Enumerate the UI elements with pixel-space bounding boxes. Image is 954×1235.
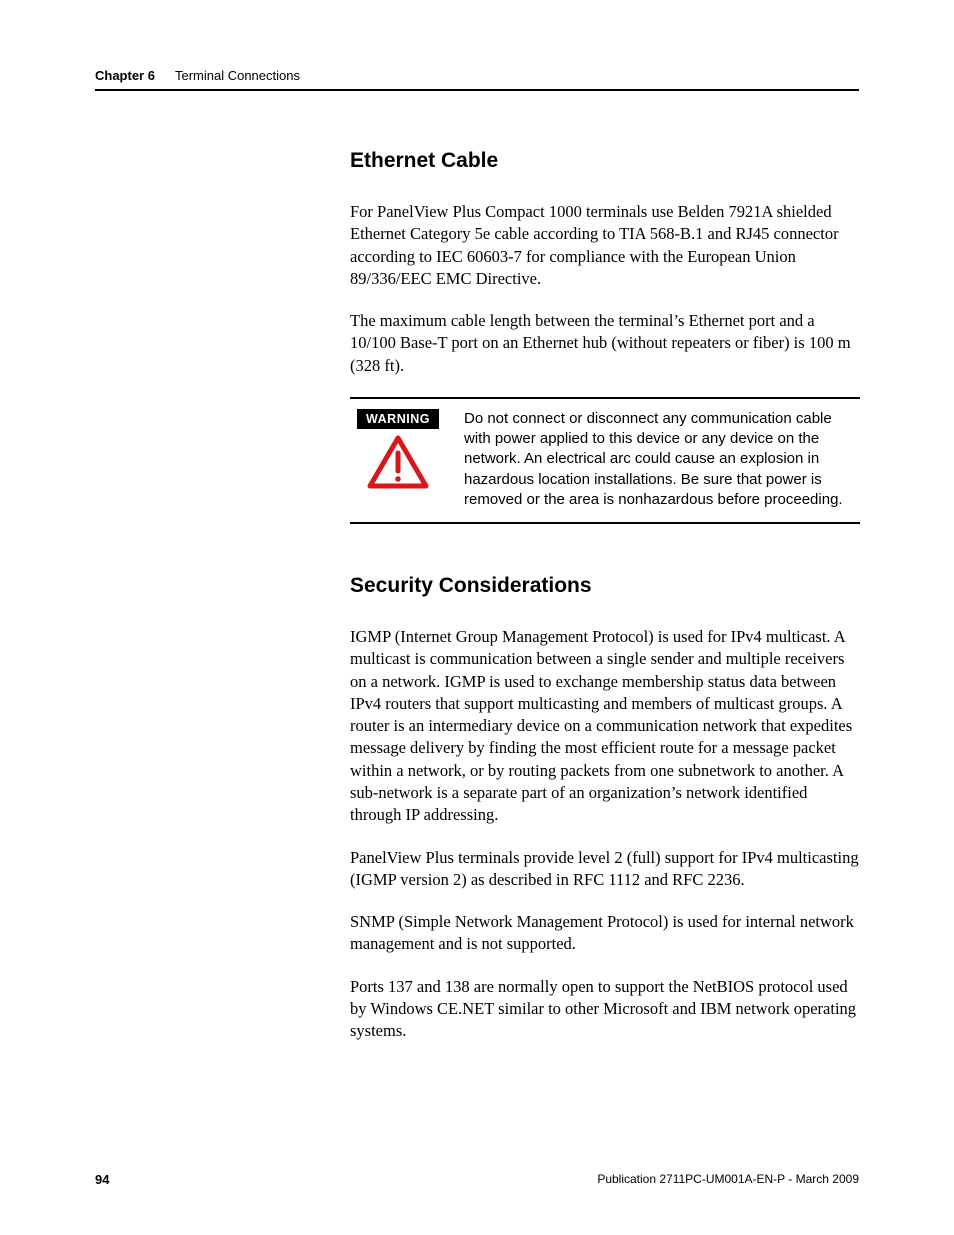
- ethernet-para-2: The maximum cable length between the ter…: [350, 310, 860, 377]
- ethernet-para-1: For PanelView Plus Compact 1000 terminal…: [350, 201, 860, 290]
- security-para-4: Ports 137 and 138 are normally open to s…: [350, 976, 860, 1043]
- heading-ethernet-cable: Ethernet Cable: [350, 149, 860, 173]
- page-number: 94: [95, 1172, 109, 1187]
- chapter-title: Terminal Connections: [175, 68, 300, 83]
- main-content: Ethernet Cable For PanelView Plus Compac…: [350, 149, 860, 1042]
- page-footer: 94 Publication 2711PC-UM001A-EN-P - Marc…: [95, 1172, 859, 1187]
- security-para-1: IGMP (Internet Group Management Protocol…: [350, 626, 860, 826]
- security-para-3: SNMP (Simple Network Management Protocol…: [350, 911, 860, 956]
- running-header: Chapter 6 Terminal Connections: [95, 68, 859, 91]
- page: Chapter 6 Terminal Connections Ethernet …: [0, 0, 954, 1235]
- warning-badge: WARNING: [357, 409, 439, 429]
- security-para-2: PanelView Plus terminals provide level 2…: [350, 847, 860, 892]
- heading-security-considerations: Security Considerations: [350, 574, 860, 598]
- warning-block: WARNING Do not connect or disconnect any…: [350, 397, 860, 524]
- chapter-label: Chapter 6: [95, 68, 155, 83]
- warning-left-col: WARNING: [350, 409, 446, 510]
- publication-id: Publication 2711PC-UM001A-EN-P - March 2…: [597, 1172, 859, 1187]
- warning-triangle-icon: [367, 435, 429, 489]
- warning-text: Do not connect or disconnect any communi…: [464, 409, 860, 510]
